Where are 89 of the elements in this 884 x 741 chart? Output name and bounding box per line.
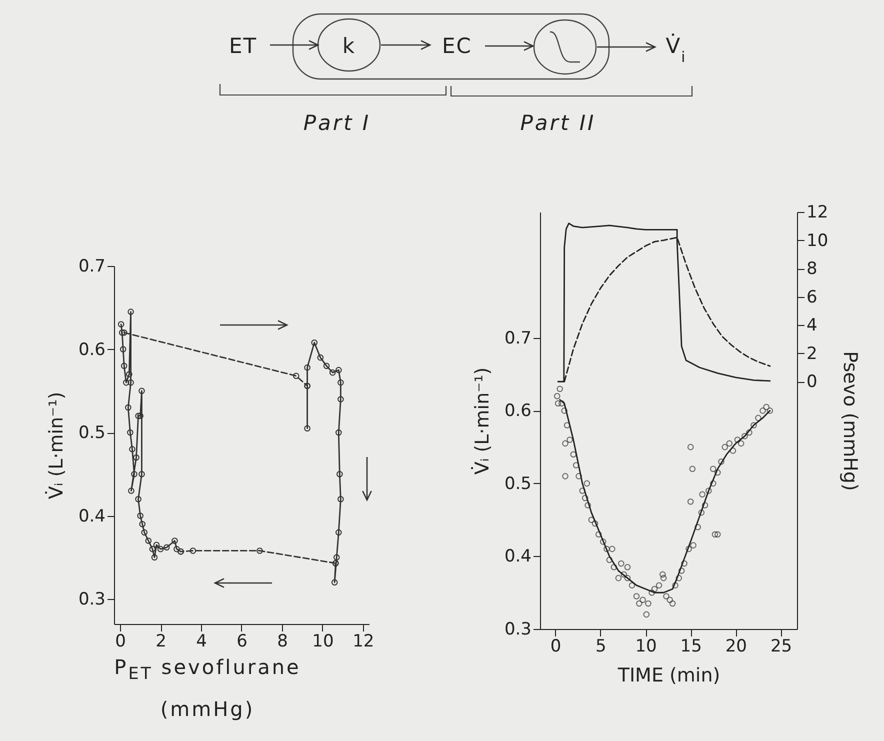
x-tick-label: 6 [236, 632, 248, 652]
x-tick-label: 8 [277, 632, 288, 652]
text: ET [228, 34, 258, 58]
y2-tick-label: 2 [806, 344, 818, 364]
point [311, 339, 318, 346]
y-axis-title: V̇ᵢ (L·min⁻¹) [471, 367, 494, 475]
y-tick-label: 0.6 [78, 340, 106, 360]
y-tick-label: 0.6 [504, 401, 532, 422]
point [304, 364, 310, 371]
point [137, 412, 144, 419]
point [145, 538, 152, 544]
x-tick-label: 0 [550, 636, 562, 656]
x-axis-title: P$_{ET}$ sevoflurane (mmHg) [114, 655, 301, 721]
y2-tick-label: 12 [806, 202, 828, 222]
y-tick-label: 0.5 [78, 423, 106, 444]
y-tick-label: 0.3 [504, 620, 532, 640]
point [120, 329, 128, 336]
x-tick-label: 15 [680, 636, 702, 656]
point [317, 354, 324, 361]
y-axis-title: V̇ᵢ (L·min⁻¹) [45, 392, 68, 500]
point [138, 388, 145, 394]
y2-tick-label: 0 [806, 372, 818, 392]
y2-tick-label: 10 [806, 230, 828, 251]
point [128, 308, 134, 315]
text: EC [442, 34, 472, 58]
y-tick-label: 0.3 [78, 590, 106, 610]
point [335, 366, 342, 374]
point [157, 546, 164, 552]
point [138, 471, 145, 478]
point [128, 379, 134, 386]
point [128, 488, 134, 494]
point [256, 548, 263, 554]
y2-tick-label: 6 [806, 287, 818, 308]
text: Part II [520, 111, 596, 135]
x-tick-label: 25 [770, 636, 792, 656]
point [329, 369, 336, 376]
point [323, 362, 330, 370]
y-tick-label: 0.4 [78, 506, 106, 526]
point [118, 329, 126, 336]
x-tick-label: 20 [725, 636, 747, 656]
point [190, 548, 196, 554]
point [338, 496, 344, 502]
point [335, 429, 342, 436]
point [172, 538, 178, 544]
y2-axis-title: Psevo (mmHg) [839, 351, 862, 491]
text: V̇$_{i}$ [666, 33, 686, 66]
point [125, 404, 132, 411]
point [336, 471, 343, 478]
point [292, 372, 300, 380]
y2-tick-label: 4 [806, 316, 818, 336]
x-tick-label: 4 [196, 632, 207, 652]
y-tick-label: 0.7 [504, 328, 532, 348]
x-tick-label: 10 [635, 636, 657, 656]
point [304, 425, 310, 432]
point [335, 529, 342, 536]
y-tick-label: 0.5 [504, 474, 532, 494]
point [137, 512, 144, 519]
text: k [342, 34, 356, 58]
point [331, 579, 338, 586]
y-tick-label: 0.4 [504, 546, 532, 567]
point [338, 379, 344, 386]
point [120, 346, 126, 352]
point [141, 529, 148, 536]
y-tick-label: 0.7 [78, 256, 106, 276]
x-tick-label: 12 [352, 632, 374, 652]
point [163, 544, 170, 551]
point [135, 496, 142, 502]
point [120, 362, 128, 370]
text: Part I [303, 111, 371, 135]
point [151, 554, 158, 561]
point [333, 554, 340, 561]
x-axis-title: TIME (min) [616, 664, 720, 686]
point [149, 546, 156, 552]
x-tick-label: 2 [156, 632, 166, 652]
y2-tick-label: 8 [806, 259, 818, 280]
line-series [559, 399, 771, 594]
point [129, 446, 136, 452]
point [131, 471, 138, 478]
point [122, 379, 130, 386]
x-tick-label: 0 [115, 632, 126, 652]
point [127, 429, 134, 436]
point [126, 371, 132, 378]
point [133, 454, 140, 461]
point [338, 396, 344, 402]
x-tick-label: 10 [312, 632, 334, 652]
point [153, 542, 160, 548]
point [139, 520, 146, 528]
point [135, 412, 142, 419]
x-tick-label: 5 [596, 636, 606, 656]
